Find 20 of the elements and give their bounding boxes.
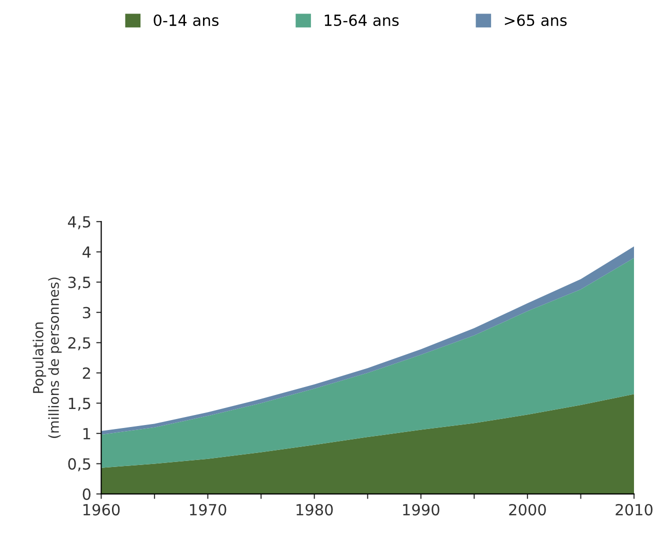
x-tick-label: 1960 bbox=[83, 504, 120, 516]
x-tick-label: 2010 bbox=[616, 504, 652, 516]
y-tick-label: 2 bbox=[82, 367, 90, 379]
y-tick-label: 2,5 bbox=[68, 337, 90, 350]
x-tick-label: 2000 bbox=[509, 504, 546, 516]
x-tick-label: 1980 bbox=[296, 504, 333, 516]
y-tick-label: 4 bbox=[82, 246, 91, 258]
y-tick-label: 3 bbox=[82, 306, 90, 318]
y-tick-label: 1 bbox=[83, 428, 90, 440]
y-tick-label: 1,5 bbox=[68, 398, 90, 411]
x-tick-label: 1990 bbox=[403, 504, 440, 516]
y-tick-label: 4,5 bbox=[68, 216, 90, 230]
legend-label: 0-14 ans bbox=[154, 14, 219, 26]
legend-label: >65 ans bbox=[504, 14, 567, 26]
y-tick-label: 0,5 bbox=[68, 458, 90, 472]
y-axis-title: Population (millions de personnes) bbox=[32, 278, 62, 438]
y-tick-label: 0 bbox=[82, 488, 90, 500]
legend-label: 15-64 ans bbox=[324, 14, 399, 26]
y-tick-label: 3,5 bbox=[68, 276, 90, 290]
x-tick-label: 1970 bbox=[190, 504, 226, 516]
